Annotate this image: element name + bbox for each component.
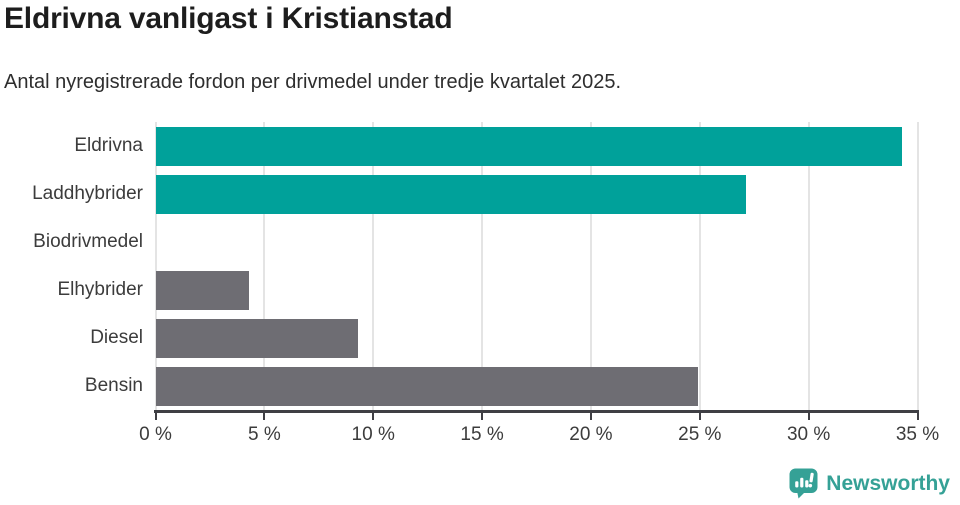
newsworthy-logo: Newsworthy (789, 468, 950, 499)
x-axis-line (154, 410, 919, 413)
gridline (698, 122, 701, 410)
gridline (372, 122, 375, 410)
x-axis-tick (589, 413, 592, 420)
bar (155, 270, 250, 310)
bar (155, 174, 746, 214)
newsworthy-logo-text: Newsworthy (826, 471, 950, 495)
bar (155, 126, 903, 166)
gridline (916, 122, 919, 410)
category-label: Elhybrider (57, 279, 143, 300)
gridline (589, 122, 592, 410)
x-axis-tick-label: 20 % (569, 424, 613, 445)
x-axis-tick-label: 10 % (351, 424, 395, 445)
x-axis-tick (916, 413, 919, 420)
x-axis-tick (372, 413, 375, 420)
x-axis-tick (154, 413, 157, 420)
x-axis-tick (263, 413, 266, 420)
bar (155, 318, 358, 358)
x-axis-tick-label: 5 % (247, 424, 281, 445)
gridline (154, 122, 157, 410)
gridline (263, 122, 266, 410)
x-axis-tick-label: 25 % (678, 424, 722, 445)
newsworthy-logo-icon (789, 468, 818, 499)
category-label: Eldrivna (74, 135, 143, 156)
x-axis-tick (481, 413, 484, 420)
bar (155, 366, 698, 406)
chart-subtitle: Antal nyregistrerade fordon per drivmede… (4, 71, 622, 93)
x-axis-tick-label: 30 % (786, 424, 831, 445)
x-axis-tick-label: 0 % (139, 424, 172, 445)
x-axis-tick (807, 413, 810, 420)
gridline (807, 122, 810, 410)
category-label: Laddhybrider (32, 183, 143, 204)
x-axis-tick-label: 15 % (460, 424, 504, 445)
page-title: Eldrivna vanligast i Kristianstad (4, 2, 453, 35)
category-label: Bensin (84, 375, 143, 396)
category-label: Diesel (90, 327, 143, 348)
x-axis-tick (698, 413, 701, 420)
category-label: Biodrivmedel (33, 231, 143, 252)
gridline (481, 122, 484, 410)
x-axis-tick-label: 35 % (895, 424, 940, 445)
